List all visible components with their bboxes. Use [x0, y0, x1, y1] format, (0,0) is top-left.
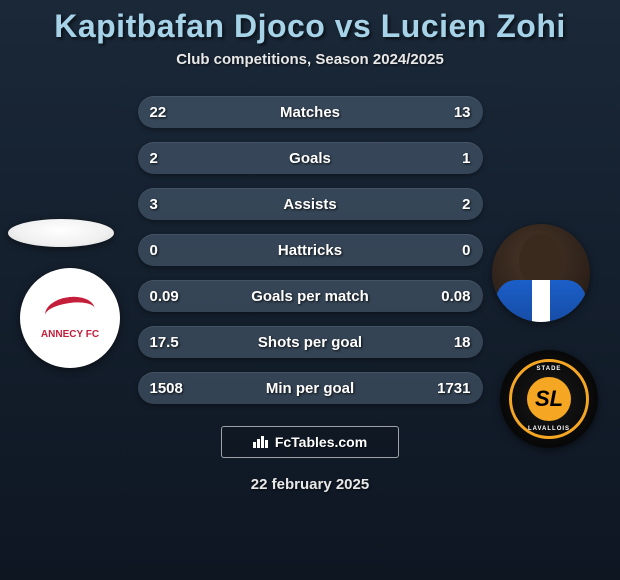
chart-icon	[253, 434, 269, 451]
stat-row: 17.5Shots per goal18	[138, 326, 483, 358]
stat-right-value: 1731	[431, 380, 471, 397]
stat-right-value: 0.08	[431, 288, 471, 305]
stat-right-value: 18	[431, 334, 471, 351]
subtitle: Club competitions, Season 2024/2025	[0, 51, 620, 68]
annecy-logo-text: ANNECY FC	[41, 329, 99, 340]
brand-box[interactable]: FcTables.com	[221, 426, 399, 458]
brand-text: FcTables.com	[275, 434, 367, 450]
stat-right-value: 1	[431, 150, 471, 167]
club-left-badge: ANNECY FC	[20, 268, 120, 368]
laval-badge-bottom-text: LAVALLOIS	[512, 426, 586, 432]
stat-row: 0.09Goals per match0.08	[138, 280, 483, 312]
comparison-card: Kapitbafan Djoco vs Lucien Zohi Club com…	[0, 0, 620, 580]
stat-row: 0Hattricks0	[138, 234, 483, 266]
stat-right-value: 13	[431, 104, 471, 121]
stat-row: 3Assists2	[138, 188, 483, 220]
date-text: 22 february 2025	[0, 476, 620, 493]
laval-ring: STADE SL LAVALLOIS	[509, 359, 589, 439]
player-right-photo	[492, 224, 590, 322]
annecy-swoosh-icon	[43, 293, 97, 330]
stats-area: ANNECY FC STADE SL LAVALLOIS 22Matches13…	[0, 96, 620, 404]
stat-right-value: 2	[431, 196, 471, 213]
jersey-stripe	[532, 280, 550, 322]
player-left-photo	[8, 219, 114, 247]
player-head-shape	[519, 234, 563, 286]
club-right-badge: STADE SL LAVALLOIS	[500, 350, 598, 448]
stat-row: 2Goals1	[138, 142, 483, 174]
laval-badge-center: SL	[527, 377, 571, 421]
annecy-logo: ANNECY FC	[41, 297, 99, 340]
stat-row: 22Matches13	[138, 96, 483, 128]
stat-row: 1508Min per goal1731	[138, 372, 483, 404]
page-title: Kapitbafan Djoco vs Lucien Zohi	[0, 8, 620, 45]
stat-right-value: 0	[431, 242, 471, 259]
player-jersey-shape	[496, 280, 586, 322]
laval-badge-top-text: STADE	[512, 366, 586, 372]
